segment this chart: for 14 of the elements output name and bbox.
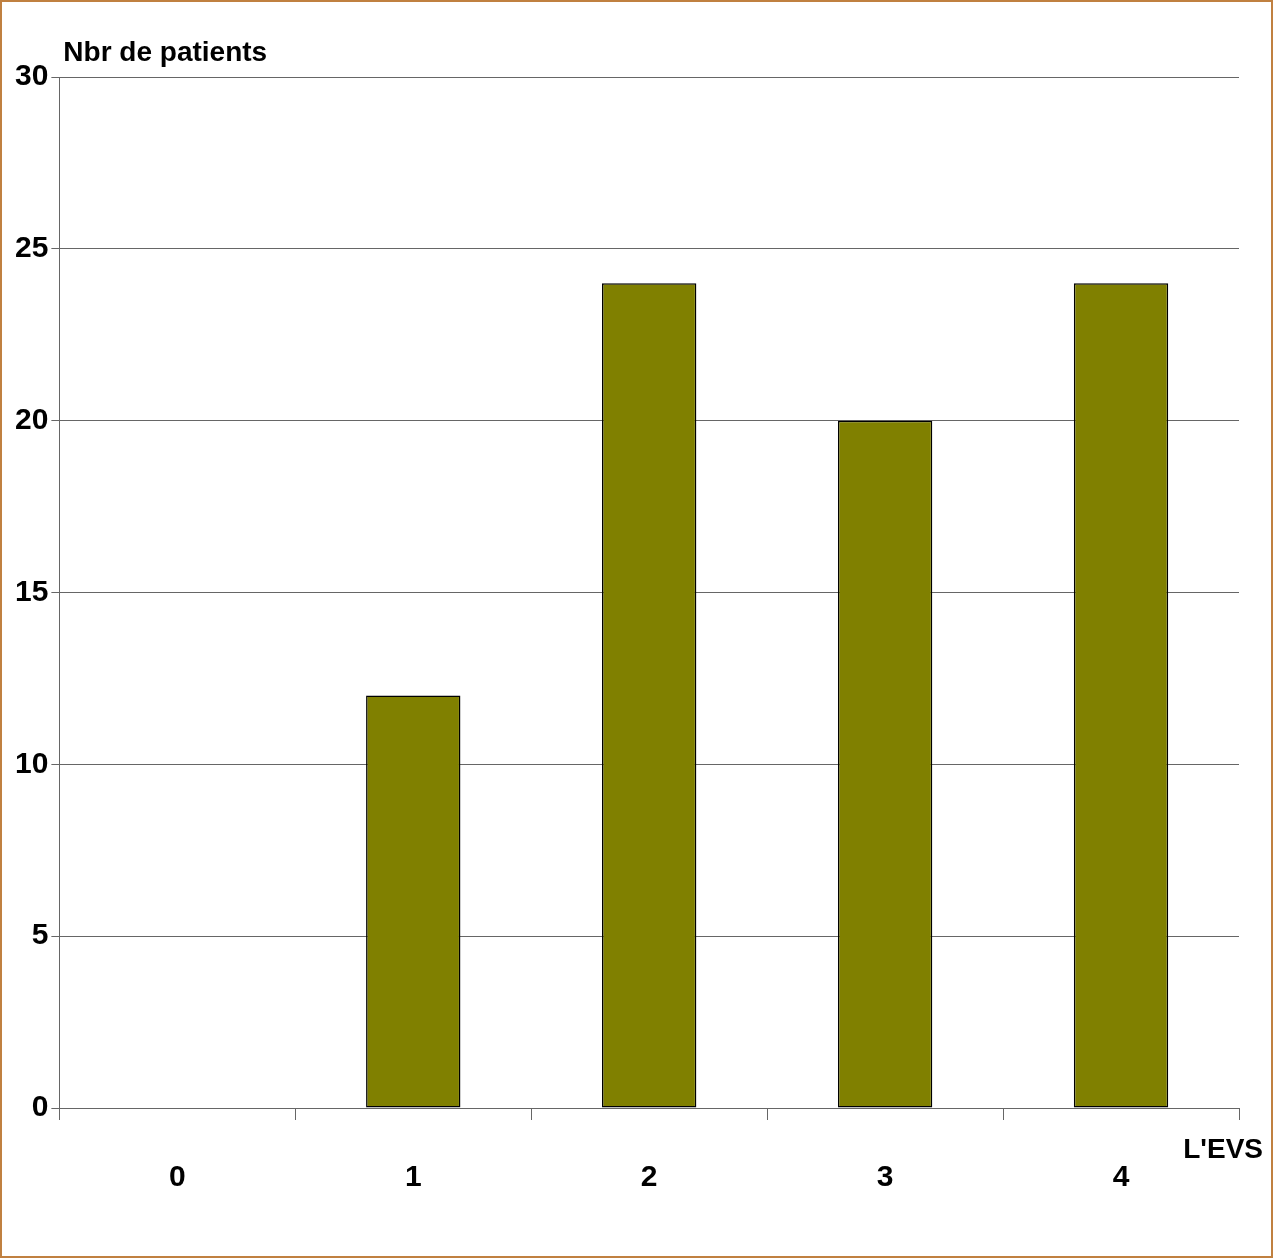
x-axis-title: L'EVS xyxy=(1183,1132,1263,1164)
y-tick-label: 15 xyxy=(14,573,49,607)
y-tick-label: 10 xyxy=(14,745,49,779)
y-tick-label: 30 xyxy=(14,58,49,92)
x-tick-label: 3 xyxy=(876,1159,894,1193)
y-tick-label: 20 xyxy=(14,401,49,435)
y-tick-label: 0 xyxy=(31,1089,49,1123)
y-tick-label: 5 xyxy=(31,917,49,951)
x-tick-label: 2 xyxy=(640,1159,658,1193)
y-tick-label: 25 xyxy=(14,230,49,264)
y-axis-title: Nbr de patients xyxy=(63,35,268,67)
x-tick-label: 4 xyxy=(1112,1159,1130,1193)
x-tick-label: 1 xyxy=(404,1159,422,1193)
x-tick-label: 0 xyxy=(168,1159,186,1193)
